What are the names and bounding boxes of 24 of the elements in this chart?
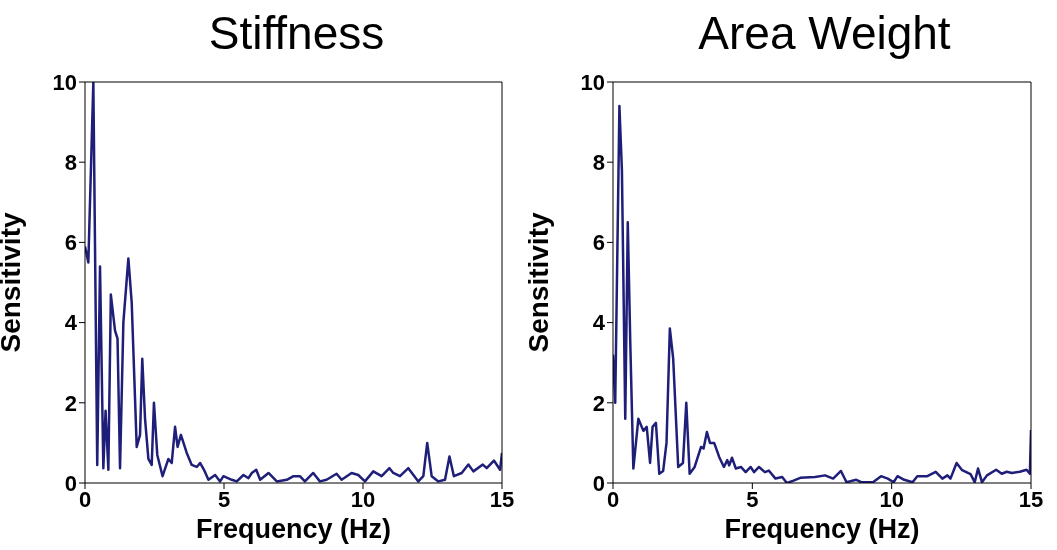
x-tick-label: 5 bbox=[746, 486, 759, 512]
x-tick-label: 15 bbox=[1018, 486, 1044, 512]
x-tick-label: 10 bbox=[879, 486, 904, 512]
y-tick-label: 6 bbox=[64, 230, 77, 256]
chart-title: Stiffness bbox=[207, 6, 386, 60]
y-tick-label: 10 bbox=[580, 69, 605, 95]
y-tick-label: 8 bbox=[64, 150, 77, 176]
x-tick-label: 5 bbox=[217, 486, 231, 512]
y-axis-title: Sensitivity bbox=[0, 212, 26, 353]
chart-title: Area Weight bbox=[697, 6, 952, 60]
x-tick-label: 10 bbox=[350, 486, 376, 512]
y-tick-label: 0 bbox=[592, 470, 605, 496]
y-tick-label: 4 bbox=[64, 310, 78, 336]
x-tick-label: 15 bbox=[489, 486, 515, 512]
y-tick-label: 0 bbox=[64, 470, 77, 496]
y-axis-title: Sensitivity bbox=[522, 212, 554, 353]
y-tick-label: 2 bbox=[592, 390, 605, 416]
y-tick-label: 6 bbox=[592, 230, 605, 256]
x-axis-title: Frequency (Hz) bbox=[724, 514, 920, 544]
y-tick-label: 2 bbox=[64, 390, 77, 416]
y-tick-label: 4 bbox=[592, 310, 606, 336]
y-tick-label: 8 bbox=[592, 150, 605, 176]
y-tick-label: 10 bbox=[52, 69, 77, 95]
x-axis-title: Frequency (Hz) bbox=[195, 514, 392, 544]
